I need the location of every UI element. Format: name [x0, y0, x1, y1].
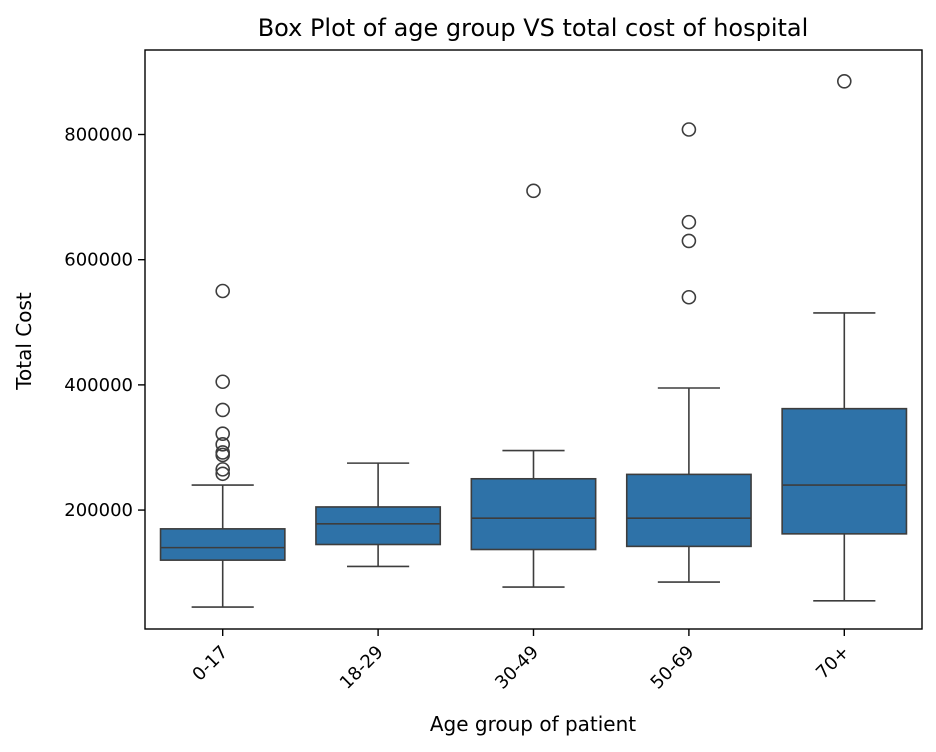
outlier-point [215, 426, 230, 442]
y-axis-label: Total Cost [12, 292, 36, 391]
outlier-point [681, 289, 697, 305]
y-tick-label: 200000 [64, 500, 133, 521]
y-tick-label: 600000 [64, 250, 133, 271]
box-70+ [781, 407, 908, 535]
x-tick-label: 50-69 [647, 642, 699, 694]
outlier-point [215, 466, 230, 482]
outlier-point [836, 73, 852, 89]
outlier-point [526, 183, 541, 199]
outlier-point [681, 214, 697, 230]
x-tick-label: 70+ [812, 642, 854, 684]
outlier-point [215, 462, 230, 477]
outlier-point [215, 437, 230, 452]
outlier-point [681, 233, 697, 249]
y-tick-label: 800000 [64, 125, 133, 146]
box-0-17 [159, 528, 286, 561]
box-50-69 [625, 473, 752, 548]
chart-title: Box Plot of age group VS total cost of h… [258, 14, 809, 42]
outlier-point [215, 447, 230, 463]
x-tick-label: 18-29 [336, 642, 388, 694]
x-tick-label: 0-17 [188, 642, 232, 686]
y-tick-label: 400000 [64, 375, 133, 396]
plot-area: 200000 400000 600000 800000 0-17 18-29 30-49 50… [64, 49, 923, 694]
outlier-point [215, 374, 230, 390]
x-tick-label: 30-49 [491, 642, 543, 694]
box-18-29 [315, 506, 442, 546]
x-axis-label: Age group of patient [430, 712, 636, 736]
outlier-point [215, 283, 230, 299]
box-30-49 [470, 477, 597, 551]
outlier-point [681, 122, 697, 137]
outlier-point [215, 402, 230, 418]
